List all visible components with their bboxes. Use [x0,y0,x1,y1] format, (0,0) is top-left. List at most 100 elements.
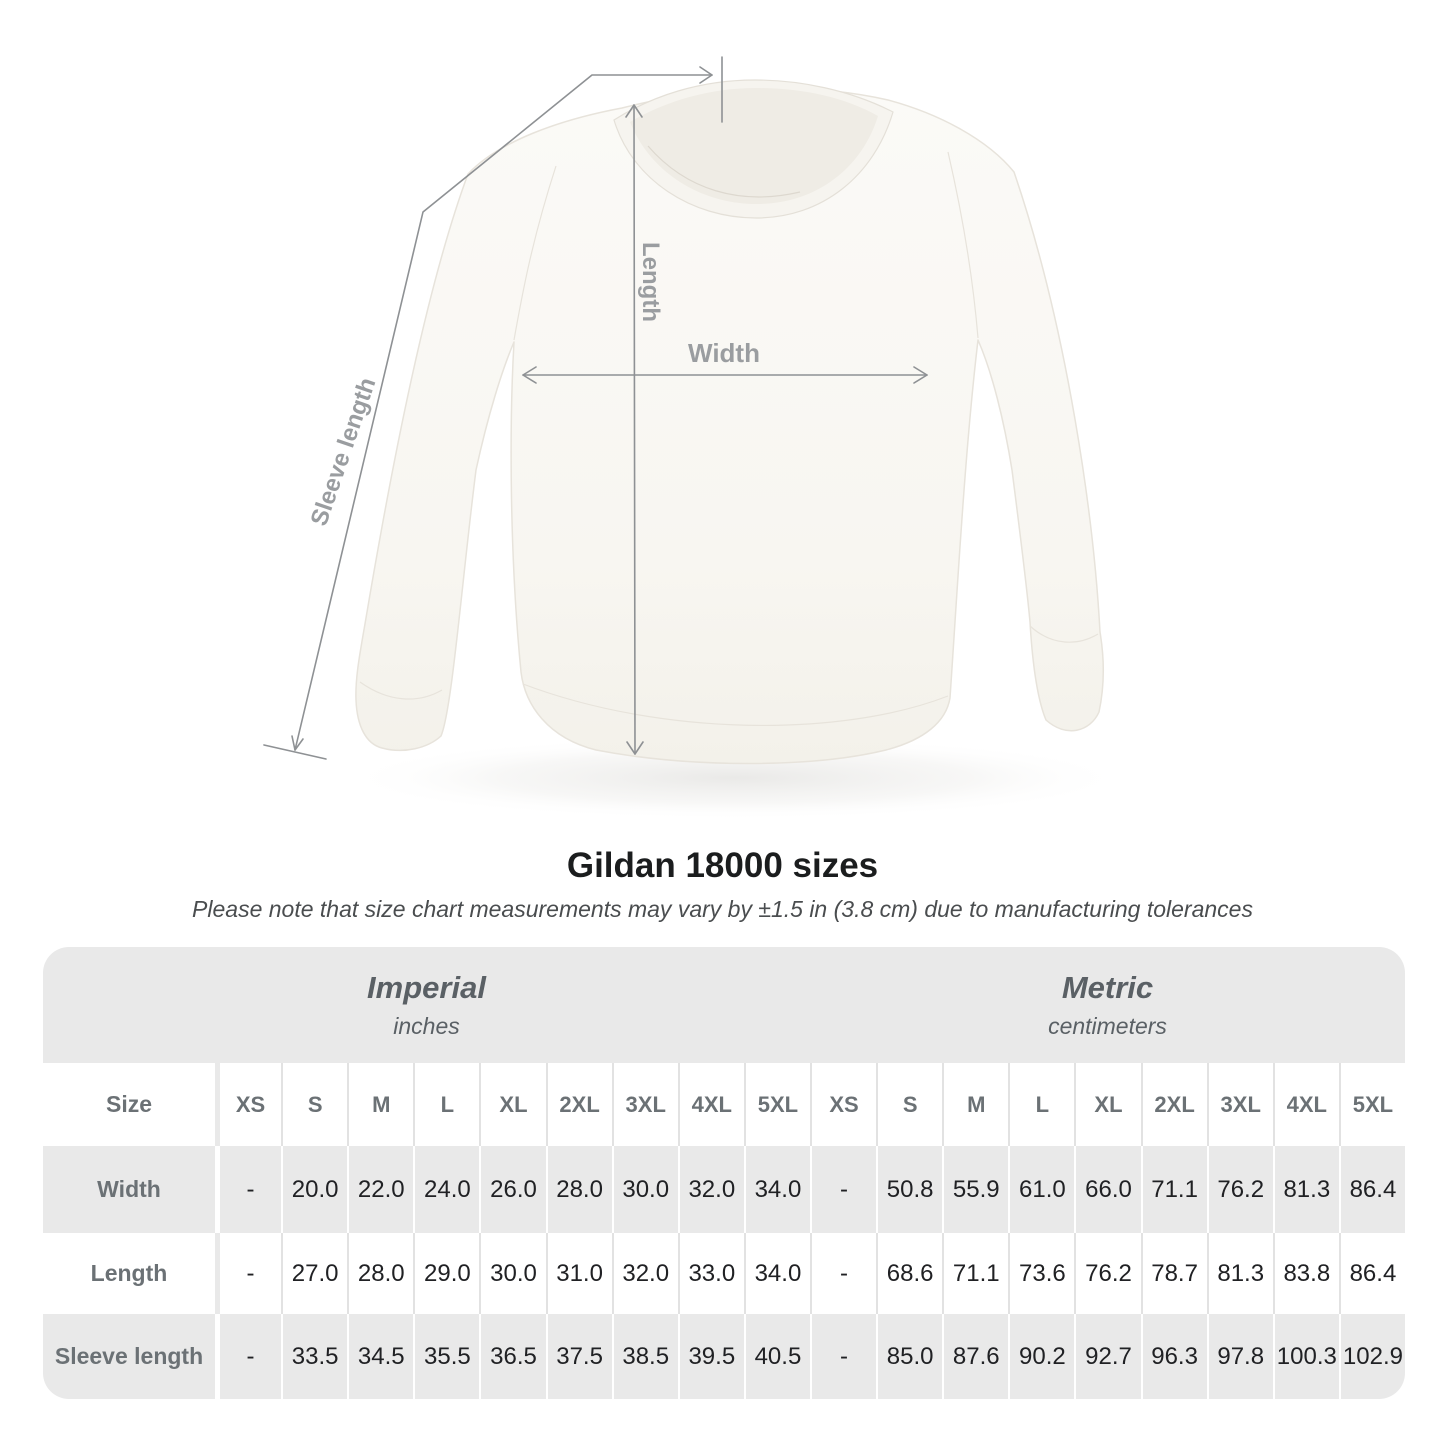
sleeve-metric-xl: 92.7 [1074,1314,1140,1399]
size-header-metric-m: M [942,1063,1008,1146]
size-header-metric-4xl: 4XL [1272,1063,1339,1146]
sleeve-imperial-s: 33.5 [281,1314,347,1399]
sweatshirt-illustration [340,79,1130,820]
floor-shadow [340,736,1130,820]
imperial-unit-header: Imperial inches [43,947,810,1063]
width-imperial-s: 20.0 [281,1146,347,1233]
sleeve-end-tick [263,744,327,760]
left-cuff-seam [359,681,443,700]
size-header-metric-2xl: 2XL [1140,1063,1207,1146]
length-metric-xl: 76.2 [1074,1233,1140,1314]
table-row-width: Width - 20.0 22.0 24.0 26.0 28.0 30.0 32… [43,1146,1405,1233]
imperial-unit-sub: inches [393,1013,460,1039]
row-label: Width [97,1176,161,1202]
size-header-imperial-l: L [413,1063,479,1146]
width-measure-label: Width [688,338,760,368]
size-column-header: Size [105,1091,153,1117]
width-metric-5xl: 86.4 [1338,1146,1405,1233]
width-imperial-2xl: 28.0 [545,1146,612,1233]
width-imperial-m: 22.0 [347,1146,413,1233]
table-row-sleeve-length: Sleeve length - 33.5 34.5 35.5 36.5 37.5… [43,1314,1405,1399]
tolerance-note: Please note that size chart measurements… [192,896,1253,922]
sleeve-imperial-4xl: 39.5 [677,1314,744,1399]
sleeve-imperial-5xl: 40.5 [743,1314,810,1399]
size-header-metric-3xl: 3XL [1206,1063,1273,1146]
width-imperial-l: 24.0 [413,1146,479,1233]
metric-unit-header: Metric centimeters [810,947,1405,1063]
size-header-imperial-xs: XS [215,1063,281,1146]
title-block: Gildan 18000 sizes Please note that size… [0,846,1445,923]
length-measure-label: Length [637,242,664,322]
size-header-imperial-4xl: 4XL [677,1063,744,1146]
length-metric-3xl: 81.3 [1206,1233,1273,1314]
width-imperial-xs: - [215,1146,281,1233]
measurement-diagram: Length Width Sleeve length [263,56,1130,820]
length-imperial-3xl: 32.0 [611,1233,678,1314]
width-metric-2xl: 71.1 [1140,1146,1207,1233]
garment-seam-lines [359,151,1099,727]
row-label: Length [90,1260,168,1286]
width-metric-xl: 66.0 [1074,1146,1140,1233]
unit-header-row: Imperial inches Metric centimeters [43,947,1405,1063]
size-header-imperial-m: M [347,1063,413,1146]
size-header-imperial-3xl: 3XL [611,1063,678,1146]
metric-unit-name: Metric [1061,970,1154,1005]
sleeve-imperial-3xl: 38.5 [611,1314,678,1399]
width-metric-4xl: 81.3 [1272,1146,1339,1233]
sleeve-imperial-2xl: 37.5 [545,1314,612,1399]
sleeve-metric-2xl: 96.3 [1140,1314,1207,1399]
length-imperial-4xl: 33.0 [677,1233,744,1314]
sleeve-metric-xs: - [810,1314,876,1399]
left-armhole-seam [513,165,557,341]
row-label: Sleeve length [54,1343,204,1369]
size-header-metric-xs: XS [810,1063,876,1146]
sleeve-metric-s: 85.0 [876,1314,942,1399]
width-imperial-4xl: 32.0 [677,1146,744,1233]
right-armhole-seam [947,151,979,339]
collar-crease-line [647,145,801,198]
length-metric-2xl: 78.7 [1140,1233,1207,1314]
sleeve-arrow-down [291,735,304,751]
sleeve-metric-l: 90.2 [1008,1314,1074,1399]
length-imperial-m: 28.0 [347,1233,413,1314]
sleeve-metric-3xl: 97.8 [1206,1314,1273,1399]
metric-unit-sub: centimeters [1048,1013,1167,1039]
size-header-imperial-2xl: 2XL [545,1063,612,1146]
width-imperial-3xl: 30.0 [611,1146,678,1233]
length-arrow-down [626,741,644,755]
right-cuff-seam [1029,625,1099,643]
size-table: Imperial inches Metric centimeters Size … [43,947,1405,1399]
width-arrow-right [913,366,928,384]
size-header-metric-l: L [1008,1063,1074,1146]
length-metric-m: 71.1 [942,1233,1008,1314]
size-header-metric-s: S [876,1063,942,1146]
imperial-unit-name: Imperial [367,970,486,1005]
length-metric-4xl: 83.8 [1272,1233,1339,1314]
width-metric-3xl: 76.2 [1206,1146,1273,1233]
collar-inner-path [630,88,878,204]
sleeve-imperial-xs: - [215,1314,281,1399]
sweatshirt-body-path [355,87,1104,765]
length-arrow-up [625,104,643,118]
sleeve-measure-line [294,74,713,751]
width-imperial-xl: 26.0 [479,1146,545,1233]
length-metric-xs: - [810,1233,876,1314]
sleeve-metric-m: 87.6 [942,1314,1008,1399]
length-imperial-5xl: 34.0 [743,1233,810,1314]
size-header-row: Size XS S M L XL 2XL 3XL 4XL 5XL XS S M … [43,1063,1405,1146]
width-metric-l: 61.0 [1008,1146,1074,1233]
page-title: Gildan 18000 sizes [566,846,879,885]
width-imperial-5xl: 34.0 [743,1146,810,1233]
length-measure-line [633,104,636,755]
size-header-imperial-xl: XL [479,1063,545,1146]
length-imperial-2xl: 31.0 [545,1233,612,1314]
size-header-metric-xl: XL [1074,1063,1140,1146]
size-header-metric-5xl: 5XL [1338,1063,1405,1146]
table-row-length: Length - 27.0 28.0 29.0 30.0 31.0 32.0 3… [43,1233,1405,1314]
sleeve-imperial-m: 34.5 [347,1314,413,1399]
sleeve-imperial-l: 35.5 [413,1314,479,1399]
length-metric-l: 73.6 [1008,1233,1074,1314]
sleeve-arrow-right [699,66,713,84]
sleeve-metric-4xl: 100.3 [1272,1314,1339,1399]
